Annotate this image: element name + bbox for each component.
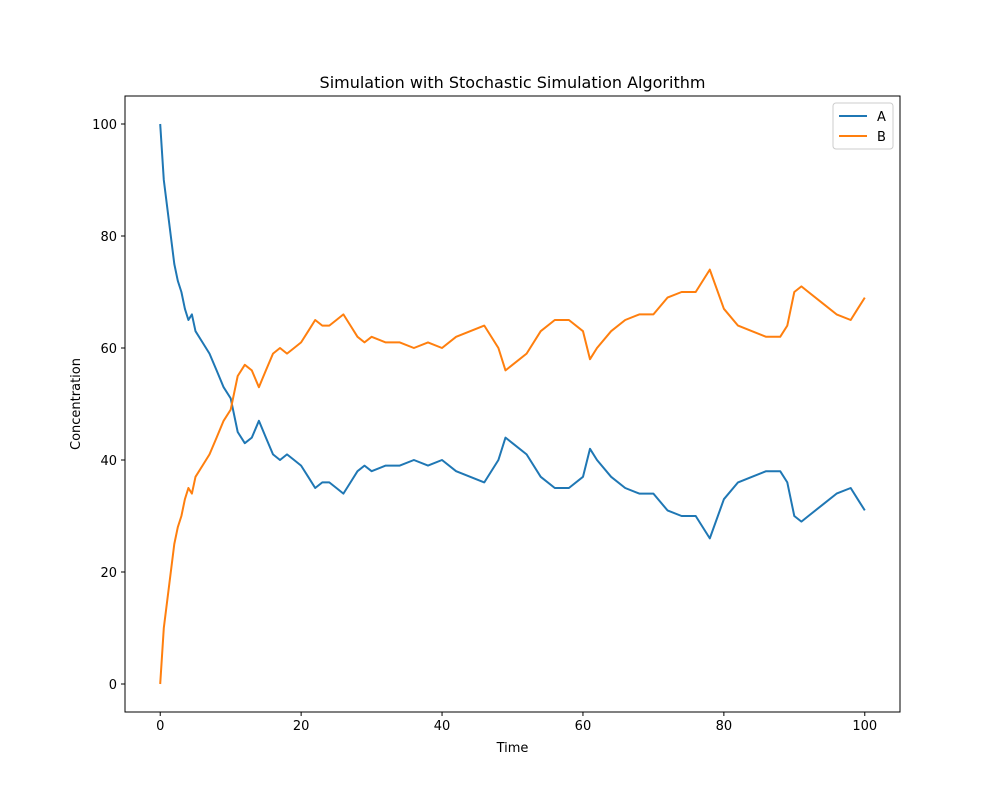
y-tick-label: 60 [100, 342, 117, 357]
y-axis-title: Concentration [69, 358, 84, 450]
x-axis-title: Time [496, 741, 529, 756]
legend: AB [832, 102, 894, 150]
y-tick-label: 0 [109, 678, 117, 693]
y-tick-label: 20 [100, 566, 117, 581]
plot-frame [124, 95, 901, 713]
x-tick-label: 40 [434, 719, 451, 734]
legend-label-a: A [877, 110, 886, 125]
y-tick-label: 80 [100, 230, 117, 245]
legend-box [832, 102, 894, 150]
x-tick-label: 100 [852, 719, 877, 734]
y-tick-label: 40 [100, 454, 117, 469]
y-tick-label: 100 [92, 118, 117, 133]
x-tick-label: 60 [575, 719, 592, 734]
x-tick-label: 0 [156, 719, 164, 734]
y-axis-ticks: 0 20 40 60 80 100 [92, 118, 125, 693]
x-tick-label: 20 [293, 719, 310, 734]
plot-lines [159, 123, 866, 685]
series-line-b [159, 268, 866, 685]
x-axis-ticks: 0 20 40 60 80 100 [156, 712, 877, 734]
series-line-a [159, 123, 866, 540]
chart-title: Simulation with Stochastic Simulation Al… [320, 73, 706, 92]
x-tick-label: 80 [716, 719, 733, 734]
legend-label-b: B [877, 130, 886, 145]
